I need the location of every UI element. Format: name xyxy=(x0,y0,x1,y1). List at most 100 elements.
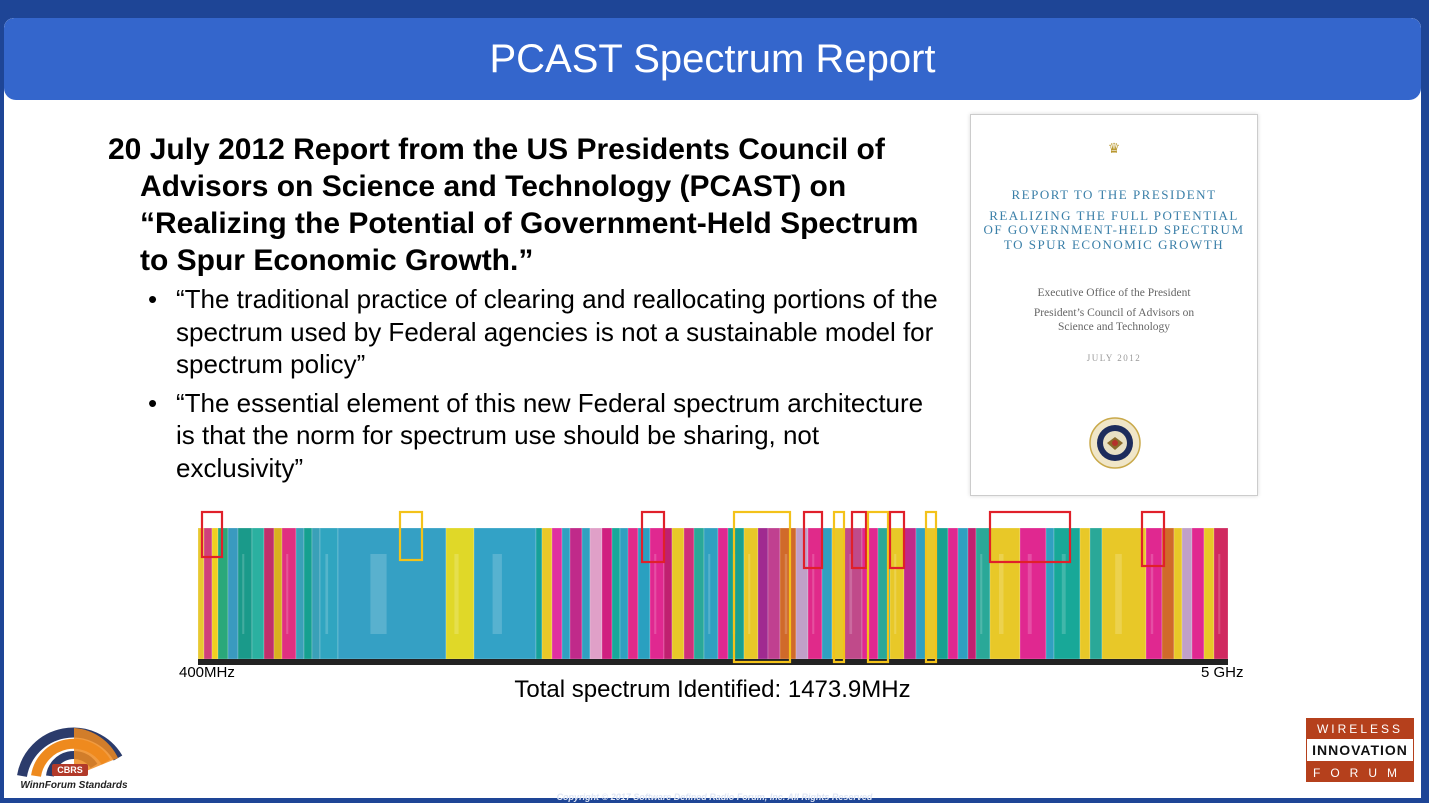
band-block xyxy=(663,527,673,660)
cbrs-badge-text: CBRS xyxy=(57,765,83,775)
band-block xyxy=(311,527,321,660)
highlight-box xyxy=(888,510,906,570)
band-texture xyxy=(242,554,245,634)
total-spectrum-label: Total spectrum Identified: 1473.9MHz xyxy=(514,676,911,703)
band-block xyxy=(295,527,305,660)
band-block xyxy=(211,527,219,660)
highlight-box xyxy=(866,510,890,664)
band-block xyxy=(1045,527,1055,660)
band-block xyxy=(227,527,239,660)
wif-innovation-text: INNOVATION xyxy=(1312,742,1408,758)
band-texture xyxy=(370,554,387,634)
band-block xyxy=(947,527,959,660)
slide-title: PCAST Spectrum Report xyxy=(489,36,936,81)
band-block xyxy=(903,527,917,660)
band-block xyxy=(473,527,537,660)
slide: PCAST Spectrum Report 20 July 2012 Repor… xyxy=(4,18,1421,798)
band-block xyxy=(1145,527,1163,660)
band-texture xyxy=(654,554,657,634)
band-block xyxy=(935,527,949,660)
band-texture xyxy=(708,554,711,634)
highlight-box xyxy=(850,510,868,570)
lead-paragraph: 20 July 2012 Report from the US Presiden… xyxy=(108,133,919,277)
lamp-icon: ♛ xyxy=(1107,142,1121,157)
winnforum-logo: WIRELESS INNOVATION FORUM xyxy=(1306,718,1414,782)
highlight-box xyxy=(988,510,1072,564)
band-block xyxy=(671,527,685,660)
cover-office: Executive Office of the President xyxy=(1037,287,1191,299)
cover-council: President’s Council of Advisors on xyxy=(1033,306,1195,319)
cbrs-logo: CBRS WinnForum Standards xyxy=(17,727,128,791)
band-block xyxy=(237,527,253,660)
band-texture xyxy=(999,554,1004,634)
cover-council: Science and Technology xyxy=(1057,321,1171,333)
band-block xyxy=(861,527,879,660)
band-block xyxy=(569,527,583,660)
band-block xyxy=(263,527,275,660)
band-block xyxy=(637,527,651,660)
band-block xyxy=(1053,527,1081,660)
highlight-box xyxy=(640,510,666,564)
band-block xyxy=(251,527,265,660)
band-block xyxy=(989,527,1021,660)
highlight-box xyxy=(802,510,824,570)
cover-title-line: OF GOVERNMENT-HELD SPECTRUM xyxy=(983,222,1245,237)
band-block xyxy=(693,527,705,660)
band-block xyxy=(1019,527,1047,660)
highlight-box xyxy=(200,510,224,559)
band-block xyxy=(445,527,475,660)
band-block xyxy=(589,527,603,660)
band-texture xyxy=(784,554,788,634)
band-block xyxy=(703,527,719,660)
band-block xyxy=(1213,527,1228,660)
highlight-box xyxy=(832,510,846,664)
cover-title-line: TO SPUR ECONOMIC GROWTH xyxy=(1003,236,1225,252)
band-block xyxy=(767,527,781,660)
cover-heading: REPORT TO THE PRESIDENT xyxy=(1011,187,1217,202)
band-block xyxy=(1181,527,1193,660)
band-texture xyxy=(812,554,815,634)
band-block xyxy=(319,527,339,660)
band-block xyxy=(541,527,553,660)
spectrum-end-label: 5 GHz xyxy=(1201,664,1244,681)
band-texture xyxy=(1218,554,1221,634)
band-block xyxy=(915,527,927,660)
cover-title-line: REALIZING THE FULL POTENTIAL xyxy=(989,207,1239,223)
wif-wireless-text: WIRELESS xyxy=(1317,722,1403,736)
cover-date: JULY 2012 xyxy=(1086,352,1142,363)
band-texture xyxy=(325,554,329,634)
body-text: 20 July 2012 Report from the US Presiden… xyxy=(108,131,948,490)
quote-list: • “The traditional practice of clearing a… xyxy=(148,283,948,484)
band-block xyxy=(821,527,833,660)
highlight-box xyxy=(398,510,424,562)
quote-bullet: • “The essential element of this new Fede… xyxy=(148,387,948,485)
band-block xyxy=(889,527,905,660)
band-block xyxy=(627,527,639,660)
band-block xyxy=(1089,527,1103,660)
band-block xyxy=(807,527,823,660)
report-cover-image: ♛ REPORT TO THE PRESIDENT REALIZING THE … xyxy=(970,114,1258,496)
band-block xyxy=(303,527,313,660)
band-texture xyxy=(1115,554,1122,634)
cbrs-logo-text: WinnForum Standards xyxy=(20,780,128,791)
quote-text: “The essential element of this new Feder… xyxy=(176,387,924,483)
band-block xyxy=(957,527,969,660)
band-block xyxy=(1173,527,1183,660)
band-block xyxy=(535,527,543,660)
band-block xyxy=(337,527,447,660)
band-texture xyxy=(1150,554,1154,634)
bullet-dot: • xyxy=(148,387,158,418)
band-block xyxy=(611,527,621,660)
highlight-box xyxy=(924,510,938,664)
copyright-notice: Copyright © 2017 Software Defined Radio … xyxy=(556,792,873,802)
highlight-box xyxy=(732,510,792,664)
spectrum-start-label: 400MHz xyxy=(179,664,235,681)
band-block xyxy=(1203,527,1215,660)
band-block xyxy=(561,527,571,660)
band-block xyxy=(967,527,977,660)
band-block xyxy=(551,527,563,660)
frequency-tick-strip xyxy=(198,512,1228,526)
band-block xyxy=(779,527,797,660)
band-block xyxy=(795,527,809,660)
band-blocks xyxy=(198,527,1228,660)
